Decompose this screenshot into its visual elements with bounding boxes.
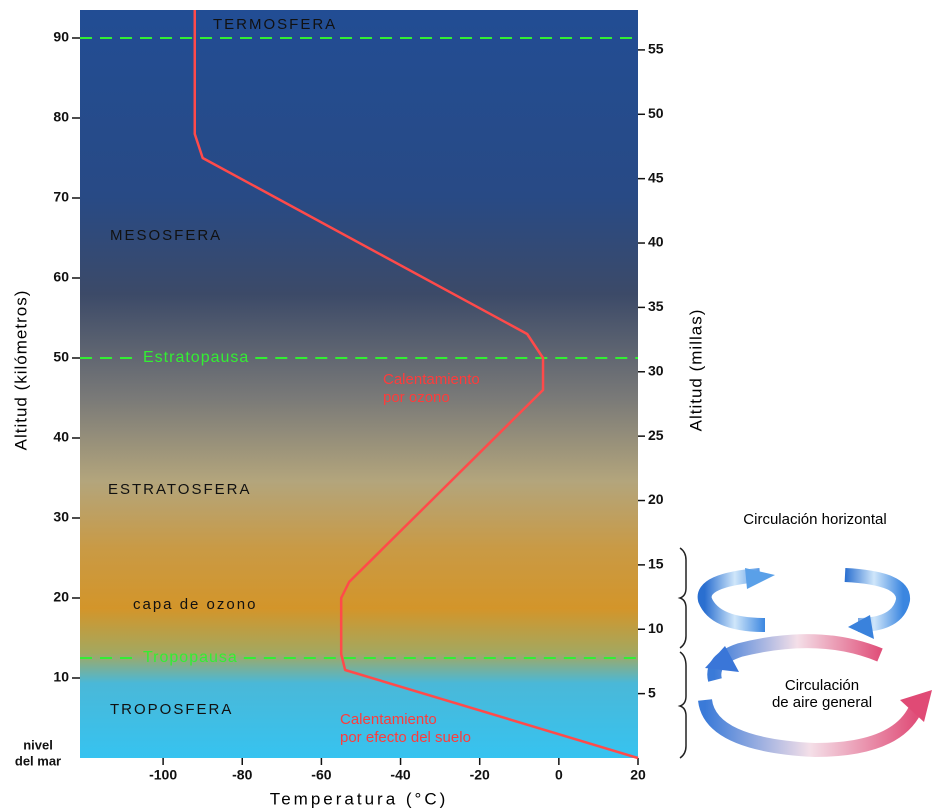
y-tick-label: 40 xyxy=(53,429,69,445)
y2-axis-label: Altitud (millas) xyxy=(686,309,705,432)
x-tick-label: -80 xyxy=(232,767,252,783)
layer-label: TERMOSFERA xyxy=(213,16,337,33)
sea-level-label: nivel xyxy=(23,737,53,752)
y-tick-label: 20 xyxy=(53,589,69,605)
y2-tick-label: 5 xyxy=(648,684,656,700)
y2-tick-label: 20 xyxy=(648,491,664,507)
x-tick-label: -20 xyxy=(470,767,490,783)
circulation-label: de aire general xyxy=(772,694,872,711)
x-tick-label: -100 xyxy=(149,767,177,783)
annotation: Calentamiento xyxy=(383,371,480,388)
circulation-label: Circulación xyxy=(785,677,859,694)
brace xyxy=(680,652,686,758)
circulation-title: Circulación horizontal xyxy=(743,511,886,528)
arrow xyxy=(845,575,903,625)
y2-tick-label: 35 xyxy=(648,298,664,314)
y2-tick-label: 10 xyxy=(648,620,664,636)
sea-level-label: del mar xyxy=(15,753,61,768)
x-tick-label: -60 xyxy=(311,767,331,783)
layer-label: capa de ozono xyxy=(133,596,257,613)
y-tick-label: 80 xyxy=(53,109,69,125)
boundary-label: Estratopausa xyxy=(143,349,249,366)
layer-label: TROPOSFERA xyxy=(110,701,233,718)
x-tick-label: 20 xyxy=(630,767,646,783)
y-tick-label: 90 xyxy=(53,29,69,45)
x-tick-label: 0 xyxy=(555,767,563,783)
y2-tick-label: 25 xyxy=(648,427,664,443)
y2-tick-label: 45 xyxy=(648,169,664,185)
y-tick-label: 10 xyxy=(53,669,69,685)
y2-tick-label: 30 xyxy=(648,362,664,378)
page: Altitud (kilómetros) Altitud (millas) Te… xyxy=(0,0,935,811)
layer-label: MESOSFERA xyxy=(110,227,222,244)
y-tick-label: 50 xyxy=(53,349,69,365)
x-tick-label: -40 xyxy=(390,767,410,783)
y2-tick-label: 50 xyxy=(648,105,664,121)
brace xyxy=(680,548,686,648)
arrow xyxy=(714,641,880,680)
x-axis-label: Temperatura (°C) xyxy=(270,789,449,808)
annotation: por efecto del suelo xyxy=(340,729,471,746)
y2-tick-label: 40 xyxy=(648,234,664,250)
y2-tick-label: 55 xyxy=(648,41,664,57)
layer-label: ESTRATOSFERA xyxy=(108,481,251,498)
y2-tick-label: 15 xyxy=(648,556,664,572)
annotation: por ozono xyxy=(383,389,450,406)
y-tick-label: 30 xyxy=(53,509,69,525)
y-tick-label: 70 xyxy=(53,189,69,205)
annotation: Calentamiento xyxy=(340,711,437,728)
y-axis-label: Altitud (kilómetros) xyxy=(11,290,30,451)
y-tick-label: 60 xyxy=(53,269,69,285)
plot-background xyxy=(80,10,638,758)
arrow-head xyxy=(745,568,775,589)
boundary-label: Tropopausa xyxy=(143,649,238,666)
chart: Altitud (kilómetros) Altitud (millas) Te… xyxy=(0,0,935,811)
